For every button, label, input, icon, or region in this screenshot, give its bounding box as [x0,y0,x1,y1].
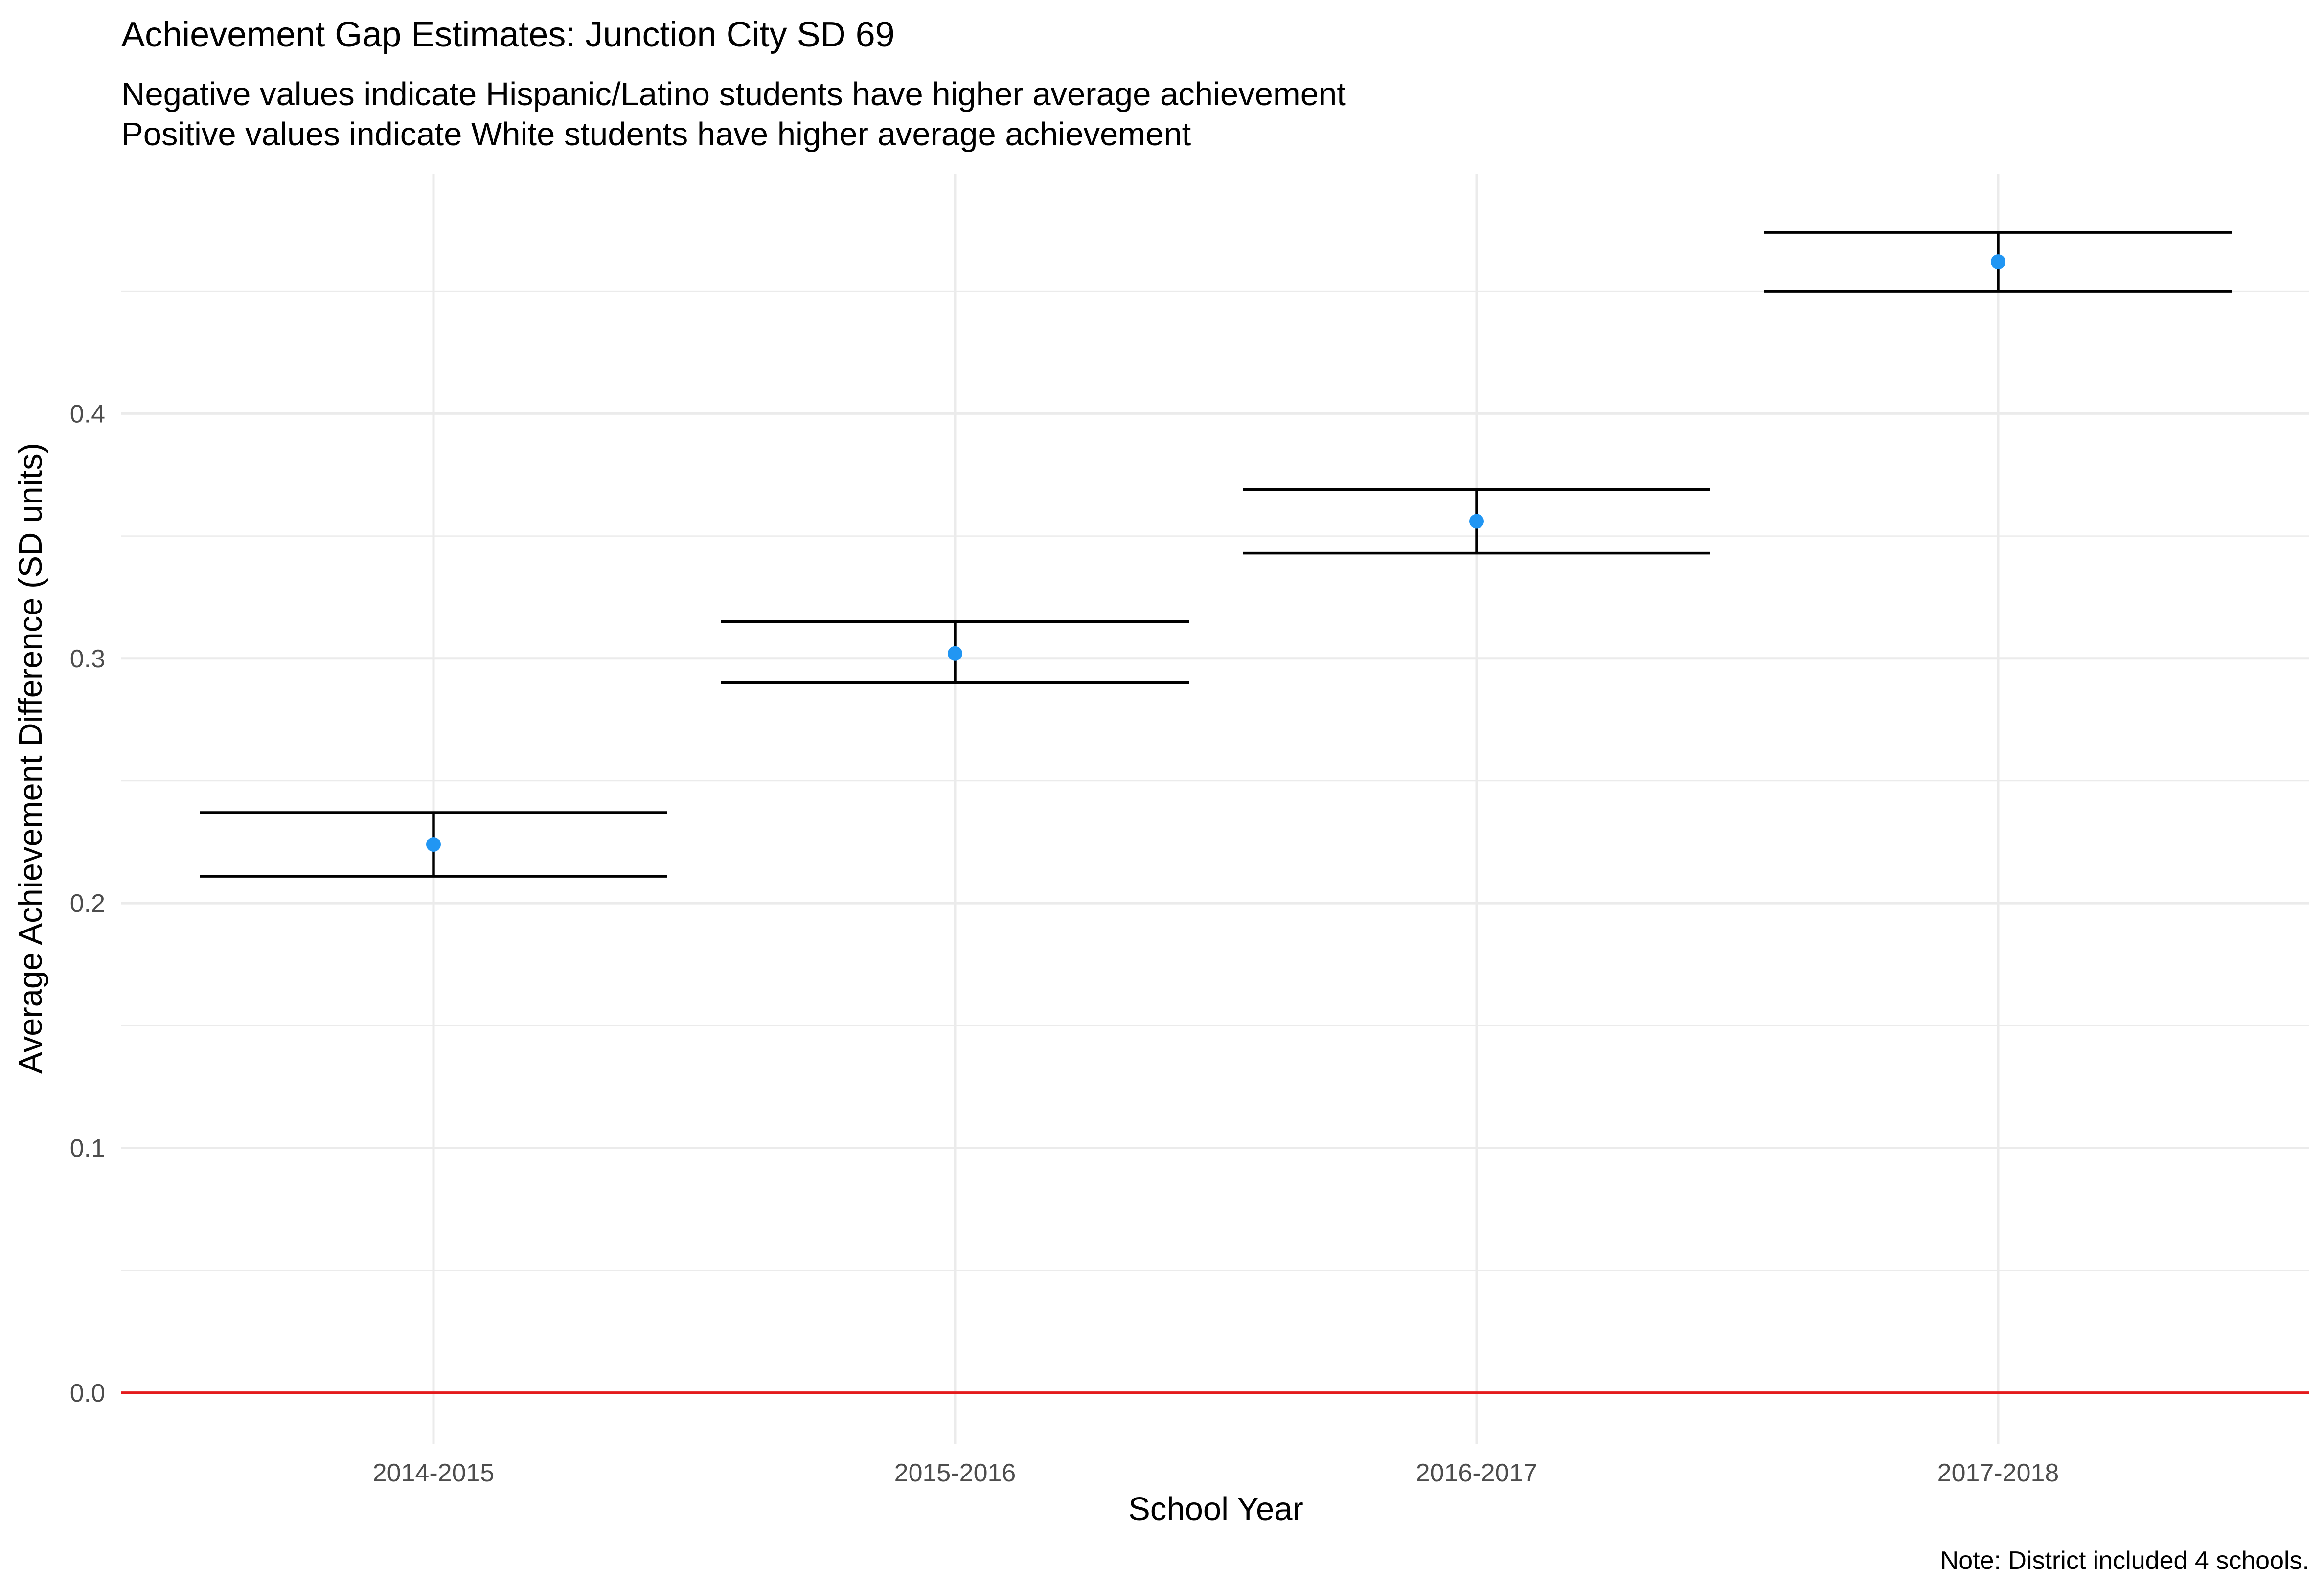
chart-caption: Note: District included 4 schools. [1940,1546,2309,1575]
error-bars [200,231,2232,878]
y-tick-label: 0.3 [70,645,105,673]
data-point [948,646,962,661]
y-tick-label: 0.0 [70,1379,105,1408]
chart-subtitle-line-1: Negative values indicate Hispanic/Latino… [121,76,1346,113]
data-point [1469,514,1484,529]
y-tick-label: 0.1 [70,1135,105,1163]
data-point [1991,254,2005,270]
x-tick-label: 2016-2017 [1416,1459,1538,1487]
y-axis-title: Average Achievement Difference (SD units… [12,443,49,1074]
grid [121,174,2309,1444]
x-tick-label: 2015-2016 [894,1459,1016,1487]
x-tick-label: 2014-2015 [373,1459,495,1487]
data-points [426,254,2005,852]
y-tick-label: 0.2 [70,889,105,918]
chart-title: Achievement Gap Estimates: Junction City… [121,15,895,54]
x-axis-ticks: 2014-2015 2015-2016 2016-2017 2017-2018 [373,1459,2059,1487]
data-point [426,837,441,852]
x-axis-title: School Year [1128,1491,1303,1527]
chart-subtitle-line-2: Positive values indicate White students … [121,116,1191,153]
y-axis-ticks: 0.0 0.1 0.2 0.3 0.4 [70,400,105,1408]
x-tick-label: 2017-2018 [1937,1459,2059,1487]
y-tick-label: 0.4 [70,400,105,428]
